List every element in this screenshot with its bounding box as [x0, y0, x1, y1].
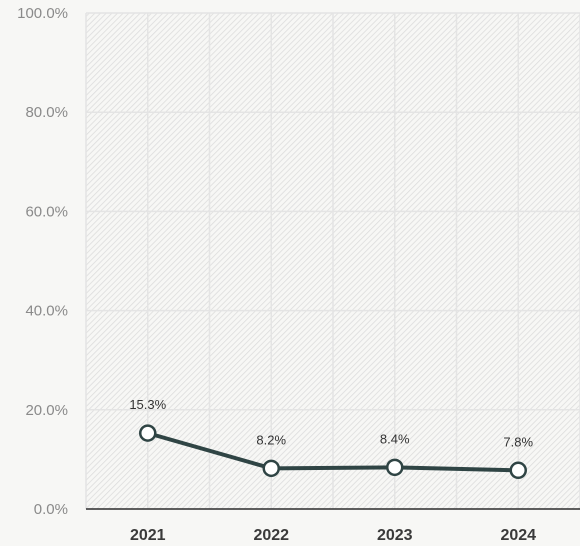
- y-tick-label: 40.0%: [25, 303, 68, 320]
- data-label: 8.4%: [380, 431, 410, 446]
- data-label: 7.8%: [503, 434, 533, 449]
- data-label: 8.2%: [256, 432, 286, 447]
- data-point: [509, 461, 527, 480]
- y-tick-label: 20.0%: [25, 402, 68, 419]
- series: 15.3% 8.2% 8.4% 7.8%: [129, 397, 534, 480]
- x-tick-label: 2021: [130, 527, 166, 544]
- y-tick-label: 80.0%: [25, 104, 68, 121]
- y-tick-label: 100.0%: [17, 5, 68, 22]
- y-tick-label: 0.0%: [34, 501, 68, 518]
- data-point: [386, 458, 404, 477]
- x-axis: 2021 2022 2023 2024: [86, 508, 580, 544]
- x-tick-label: 2024: [500, 527, 536, 544]
- y-axis: 0.0% 20.0% 40.0% 60.0% 80.0% 100.0%: [17, 5, 68, 518]
- data-point: [139, 424, 157, 442]
- x-tick-label: 2023: [377, 527, 413, 544]
- y-tick-label: 60.0%: [25, 203, 68, 220]
- data-label: 15.3%: [129, 397, 166, 412]
- series-line: [145, 431, 521, 473]
- x-tick-label: 2022: [253, 527, 289, 544]
- data-point: [262, 459, 280, 478]
